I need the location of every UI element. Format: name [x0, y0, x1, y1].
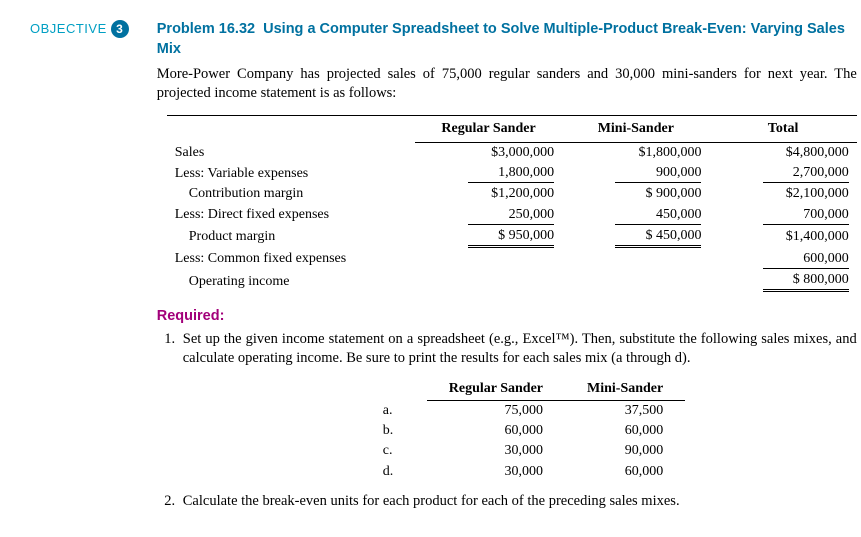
mix-cell: 60,000 — [565, 421, 685, 441]
col-header-total: Total — [709, 115, 856, 142]
income-cell: $1,400,000 — [709, 226, 856, 249]
income-cell: 900,000 — [562, 163, 709, 184]
sales-mix-table: Regular Sander Mini-Sander a.75,00037,50… — [383, 378, 685, 482]
objective-text: OBJECTIVE — [30, 21, 107, 38]
problem-title: Using a Computer Spreadsheet to Solve Mu… — [157, 21, 845, 57]
requirement-2: Calculate the break-even units for each … — [179, 492, 857, 511]
objective-number: 3 — [111, 20, 129, 38]
mix-cell: 37,500 — [565, 401, 685, 422]
required-heading: Required: — [157, 307, 857, 326]
income-cell: 600,000 — [709, 249, 856, 270]
requirement-1-text: Set up the given income statement on a s… — [183, 331, 857, 366]
income-cell — [415, 270, 562, 293]
income-cell: $ 950,000 — [415, 226, 562, 249]
requirement-1: Set up the given income statement on a s… — [179, 330, 857, 482]
problem-code: Problem 16.32 — [157, 21, 255, 37]
income-row-label: Contribution margin — [167, 184, 415, 204]
mix-row-letter: d. — [383, 462, 427, 482]
mix-header-regular: Regular Sander — [427, 378, 565, 401]
income-cell: $ 450,000 — [562, 226, 709, 249]
income-row-label: Less: Variable expenses — [167, 163, 415, 184]
income-cell: 250,000 — [415, 205, 562, 226]
mix-cell: 60,000 — [565, 462, 685, 482]
mix-cell: 30,000 — [427, 441, 565, 461]
col-header-regular: Regular Sander — [415, 115, 562, 142]
income-row-label: Operating income — [167, 270, 415, 293]
mix-row-letter: c. — [383, 441, 427, 461]
mix-cell: 75,000 — [427, 401, 565, 422]
income-cell: $ 800,000 — [709, 270, 856, 293]
mix-row-letter: b. — [383, 421, 427, 441]
income-cell: $2,100,000 — [709, 184, 856, 204]
income-cell: $3,000,000 — [415, 143, 562, 164]
income-cell: 2,700,000 — [709, 163, 856, 184]
mix-cell: 90,000 — [565, 441, 685, 461]
income-cell: 450,000 — [562, 205, 709, 226]
income-row-label: Product margin — [167, 226, 415, 249]
income-cell: $4,800,000 — [709, 143, 856, 164]
objective-label: OBJECTIVE 3 — [30, 20, 129, 38]
income-row-label: Sales — [167, 143, 415, 164]
income-cell: 700,000 — [709, 205, 856, 226]
income-cell: $1,200,000 — [415, 184, 562, 204]
income-cell: $1,800,000 — [562, 143, 709, 164]
income-cell — [415, 249, 562, 270]
mix-header-mini: Mini-Sander — [565, 378, 685, 401]
problem-intro: More-Power Company has projected sales o… — [157, 65, 857, 103]
income-cell: 1,800,000 — [415, 163, 562, 184]
income-cell — [562, 249, 709, 270]
income-cell: $ 900,000 — [562, 184, 709, 204]
mix-cell: 60,000 — [427, 421, 565, 441]
income-statement-table: Regular Sander Mini-Sander Total Sales$3… — [167, 115, 857, 294]
problem-heading: Problem 16.32 Using a Computer Spreadshe… — [157, 20, 857, 59]
col-header-mini: Mini-Sander — [562, 115, 709, 142]
income-row-label: Less: Direct fixed expenses — [167, 205, 415, 226]
income-cell — [562, 270, 709, 293]
mix-row-letter: a. — [383, 401, 427, 422]
income-row-label: Less: Common fixed expenses — [167, 249, 415, 270]
mix-cell: 30,000 — [427, 462, 565, 482]
